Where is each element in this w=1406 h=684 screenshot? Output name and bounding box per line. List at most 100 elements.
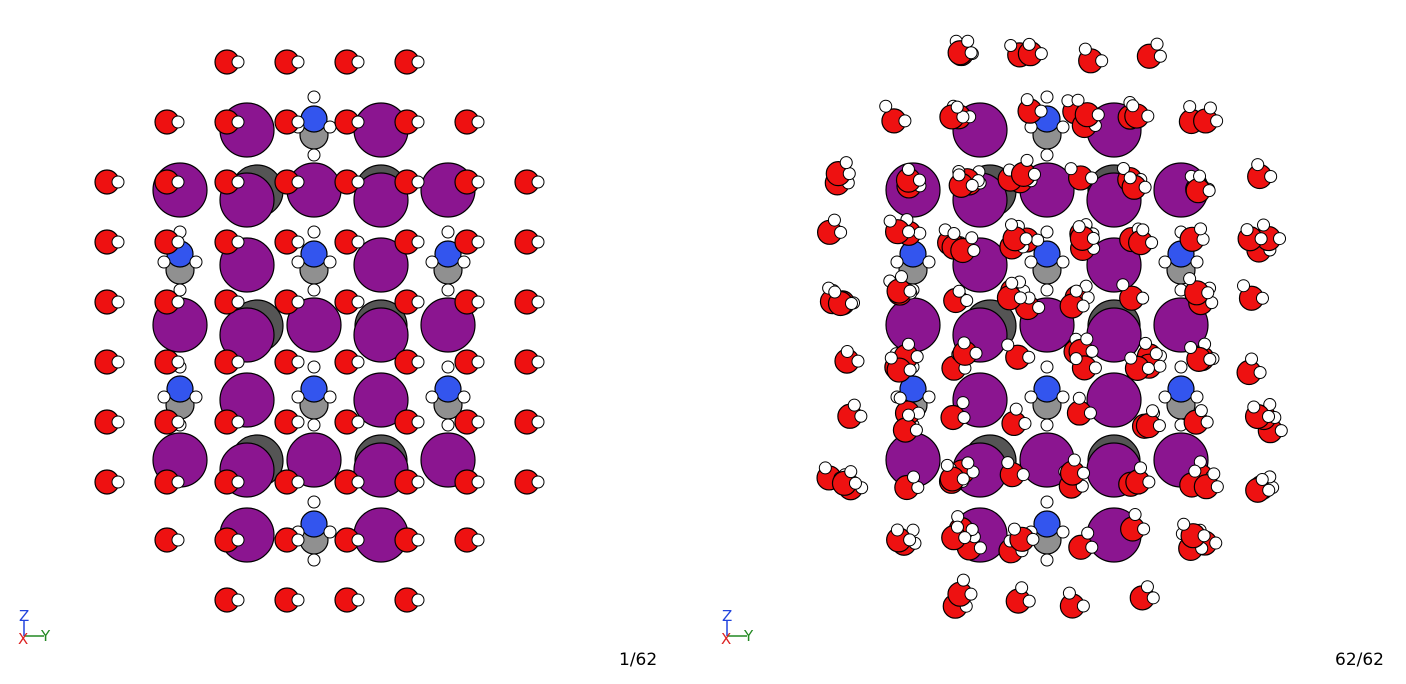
hydrogen-atom (307, 360, 321, 374)
hydrogen-atom (1056, 525, 1070, 539)
hydrogen-atom (351, 115, 365, 129)
hydrogen-atom (947, 226, 961, 240)
hydrogen-atom (307, 553, 321, 567)
hydrogen-atom (231, 115, 245, 129)
hydrogen-atom (1086, 231, 1100, 245)
hydrogen-atom (1254, 232, 1268, 246)
hydrogen-atom (834, 225, 848, 239)
hydrogen-atom (171, 415, 185, 429)
hydrogen-atom (1072, 391, 1086, 405)
structure-viewport-initial[interactable] (0, 0, 703, 684)
iodine-atom (353, 172, 409, 228)
hydrogen-atom (1095, 54, 1109, 68)
hydrogen-atom (840, 344, 854, 358)
hydrogen-atom (961, 456, 975, 470)
hydrogen-atom (1140, 580, 1154, 594)
hydrogen-atom (351, 475, 365, 489)
hydrogen-atom (1146, 591, 1160, 605)
hydrogen-atom (1145, 236, 1159, 250)
hydrogen-atom (1153, 49, 1167, 63)
nitrogen-atom (300, 510, 328, 538)
hydrogen-atom (307, 495, 321, 509)
hydrogen-atom (411, 533, 425, 547)
hydrogen-atom (157, 390, 171, 404)
hydrogen-atom (964, 46, 978, 60)
hydrogen-atom (231, 415, 245, 429)
hydrogen-atom (1071, 93, 1085, 107)
hydrogen-atom (411, 55, 425, 69)
hydrogen-atom (903, 363, 917, 377)
hydrogen-atom (231, 175, 245, 189)
hydrogen-atom (411, 415, 425, 429)
hydrogen-atom (1194, 222, 1208, 236)
hydrogen-atom (425, 390, 439, 404)
hydrogen-atom (411, 115, 425, 129)
hydrogen-atom (952, 284, 966, 298)
hydrogen-atom (1022, 350, 1036, 364)
iodine-atom (1086, 372, 1142, 428)
structure-viewport-final[interactable] (703, 0, 1406, 684)
hydrogen-atom (1040, 495, 1054, 509)
hydrogen-atom (531, 175, 545, 189)
hydrogen-atom (351, 295, 365, 309)
hydrogen-atom (1004, 218, 1018, 232)
hydrogen-atom (531, 415, 545, 429)
hydrogen-atom (1273, 232, 1287, 246)
hydrogen-atom (351, 175, 365, 189)
hydrogen-atom (883, 214, 897, 228)
hydrogen-atom (898, 114, 912, 128)
hydrogen-atom (1024, 255, 1038, 269)
nitrogen-atom (1033, 375, 1061, 403)
hydrogen-atom (910, 350, 924, 364)
hydrogen-atom (111, 295, 125, 309)
hydrogen-atom (1139, 336, 1153, 350)
hydrogen-atom (1128, 508, 1142, 522)
hydrogen-atom (1040, 283, 1054, 297)
hydrogen-atom (912, 173, 926, 187)
nitrogen-atom (300, 105, 328, 133)
hydrogen-atom (956, 472, 970, 486)
hydrogen-atom (1116, 278, 1130, 292)
hydrogen-atom (457, 390, 471, 404)
hydrogen-atom (1255, 291, 1269, 305)
hydrogen-atom (1031, 233, 1045, 247)
hydrogen-atom (901, 162, 915, 176)
axis-y-label: Y (40, 627, 51, 645)
hydrogen-atom (890, 523, 904, 537)
hydrogen-atom (1040, 90, 1054, 104)
hydrogen-atom (471, 533, 485, 547)
hydrogen-atom (1001, 456, 1015, 470)
hydrogen-atom (1081, 526, 1095, 540)
iodine-atom (353, 237, 409, 293)
hydrogen-atom (1137, 522, 1151, 536)
hydrogen-atom (291, 390, 305, 404)
hydrogen-atom (1123, 171, 1137, 185)
hydrogen-atom (1177, 517, 1191, 531)
hydrogen-atom (1194, 404, 1208, 418)
hydrogen-atom (847, 398, 861, 412)
hydrogen-atom (1209, 536, 1223, 550)
hydrogen-atom (471, 235, 485, 249)
hydrogen-atom (1064, 162, 1078, 176)
hydrogen-atom (844, 465, 858, 479)
hydrogen-atom (1237, 279, 1251, 293)
hydrogen-atom (893, 391, 907, 405)
hydrogen-atom (1040, 360, 1054, 374)
hydrogen-atom (111, 355, 125, 369)
hydrogen-atom (291, 475, 305, 489)
hydrogen-atom (291, 295, 305, 309)
hydrogen-atom (1069, 352, 1083, 366)
hydrogen-atom (291, 115, 305, 129)
hydrogen-atom (1083, 406, 1097, 420)
axis-z-label: Z (19, 608, 29, 625)
axis-z-label: Z (722, 608, 732, 625)
hydrogen-atom (1138, 180, 1152, 194)
hydrogen-atom (231, 533, 245, 547)
hydrogen-atom (1077, 466, 1091, 480)
hydrogen-atom (291, 415, 305, 429)
hydrogen-atom (879, 99, 893, 113)
hydrogen-atom (1152, 419, 1166, 433)
hydrogen-atom (411, 593, 425, 607)
hydrogen-atom (1085, 171, 1099, 185)
hydrogen-atom (909, 423, 923, 437)
